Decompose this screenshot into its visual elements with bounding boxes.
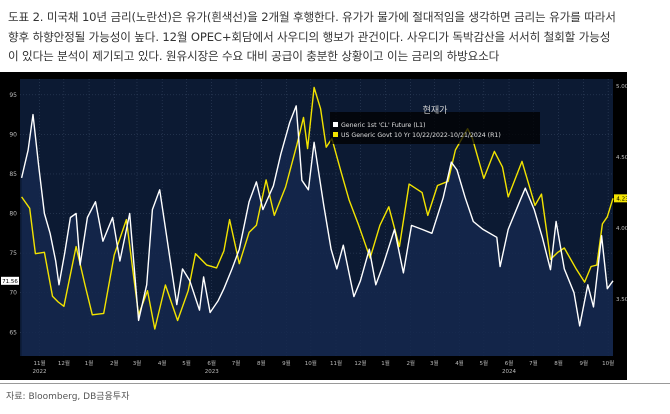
month-tick-label: 1월 xyxy=(85,359,94,367)
month-tick-label: 1월 xyxy=(381,359,390,367)
yield-series-line xyxy=(21,86,614,330)
month-tick-label: 8월 xyxy=(257,359,266,367)
month-tick-label: 9월 xyxy=(579,359,588,367)
caption-line-3: 이 있다는 분석이 제기되고 있다. 원유시장은 수요 대비 공급이 충분한 상… xyxy=(8,49,500,63)
legend: 현재가 Generic 1st 'CL' Future (L1) US Gene… xyxy=(330,105,540,144)
month-tick-label: 3월 xyxy=(133,359,142,367)
left-tick-label: 75 xyxy=(9,250,17,257)
month-tick-label: 12월 xyxy=(58,359,70,367)
right-tick-label: 4.0000 xyxy=(616,226,627,232)
month-tick-label: 6월 xyxy=(207,359,216,367)
month-tick-label: 10월 xyxy=(602,359,614,367)
line-chart: 95 90 85 80 75 70 65 5.0000 4.5000 4.0000 3.5000 11… xyxy=(1,79,638,375)
legend-swatch-oil xyxy=(333,122,338,127)
oil-current-badge xyxy=(1,276,19,285)
legend-entry-yield: US Generic Govt 10 Yr 10/22/2022-10/21/2… xyxy=(341,132,501,139)
month-tick-label: 6월 xyxy=(505,359,514,367)
month-tick-label: 4월 xyxy=(158,359,167,367)
yield-current-badge xyxy=(614,194,638,203)
month-tick-label: 8월 xyxy=(554,359,563,367)
right-tick-label: 5.0000 xyxy=(616,84,627,90)
month-tick-label: 11월 xyxy=(33,359,45,367)
month-tick-label: 7월 xyxy=(232,359,241,367)
month-tick-label: 11월 xyxy=(330,359,342,367)
month-tick-label: 5월 xyxy=(480,359,489,367)
right-tick-label: 4.5000 xyxy=(616,155,627,161)
right-tick-label: 3.5000 xyxy=(616,297,627,303)
caption-line-2: 향후 하향안정될 가능성이 높다. 12월 OPEC+회담에서 사우디의 행보가… xyxy=(8,29,611,44)
left-tick-label: 90 xyxy=(9,131,17,138)
left-tick-label: 65 xyxy=(9,329,17,336)
month-tick-label: 2월 xyxy=(110,359,119,367)
month-tick-label: 9월 xyxy=(282,359,291,367)
oil-area-fill xyxy=(21,105,614,357)
legend-box xyxy=(330,112,540,144)
left-tick-label: 70 xyxy=(9,290,17,297)
month-tick-label: 7월 xyxy=(529,359,538,367)
caption-line-1: 도표 2. 미국채 10년 금리(노란선)은 유가(흰색선)을 2개월 후행한다… xyxy=(8,10,616,24)
legend-title: 현재가 xyxy=(423,105,448,116)
year-label: 2024 xyxy=(502,369,516,375)
month-tick-label: 2월 xyxy=(406,359,415,367)
yield-current-value: 4.2300 xyxy=(616,197,627,203)
month-tick-label: 5월 xyxy=(182,359,191,367)
month-tick-label: 10월 xyxy=(305,359,317,367)
chart-panel: 95 90 85 80 75 70 65 5.0000 4.5000 4.0000 3.5000 11… xyxy=(0,72,638,380)
legend-swatch-yield xyxy=(333,132,338,137)
legend-entry-oil: Generic 1st 'CL' Future (L1) xyxy=(341,122,426,129)
month-tick-label: 4월 xyxy=(455,359,464,367)
oil-current-value: 71.56 xyxy=(2,279,18,285)
oil-series-line xyxy=(20,105,614,327)
month-tick-label: 12월 xyxy=(354,359,366,367)
source-note: 자료: Bloomberg, DB금융투자 xyxy=(6,392,130,402)
oil-series-area xyxy=(21,105,614,357)
axis-labels: 95 90 85 80 75 70 65 5.0000 4.5000 4.0000 3.5000 11… xyxy=(1,84,638,375)
series-lines xyxy=(20,86,614,330)
year-label: 2023 xyxy=(205,369,219,375)
left-tick-label: 85 xyxy=(9,171,17,178)
left-tick-label: 95 xyxy=(9,92,17,99)
month-tick-label: 3월 xyxy=(430,359,439,367)
divider xyxy=(0,383,670,384)
left-tick-label: 80 xyxy=(9,211,17,218)
year-label: 2022 xyxy=(32,369,46,375)
figure-caption: 도표 2. 미국채 10년 금리(노란선)은 유가(흰색선)을 2개월 후행한다… xyxy=(8,8,662,67)
